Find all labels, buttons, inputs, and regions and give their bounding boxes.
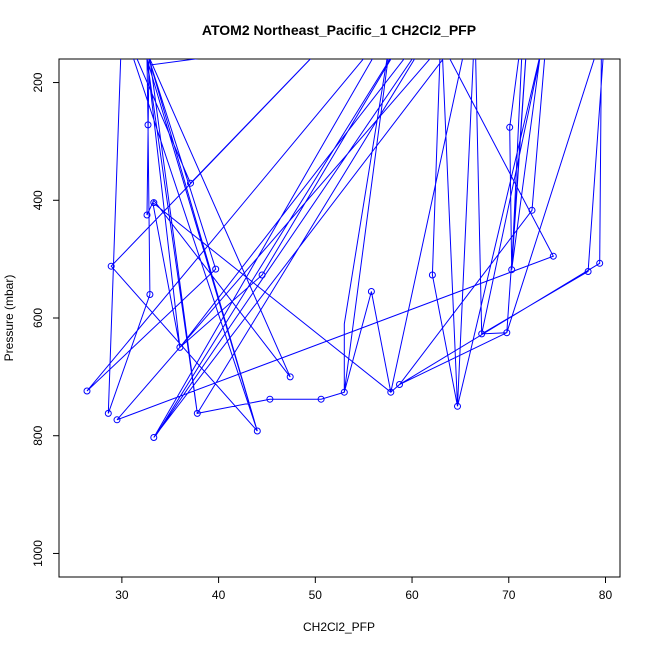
data-point <box>113 416 121 424</box>
data-point <box>428 271 436 279</box>
data-point <box>266 395 274 403</box>
y-tick-label: 200 <box>31 72 45 92</box>
x-tick-label: 80 <box>599 588 613 602</box>
x-tick-label: 30 <box>115 588 129 602</box>
data-point <box>187 179 194 187</box>
y-tick-label: 600 <box>31 308 45 328</box>
data-point <box>150 199 158 207</box>
data-point <box>528 206 536 214</box>
data-point <box>387 388 395 396</box>
data-point <box>508 266 516 274</box>
data-point <box>83 387 91 395</box>
data-point <box>104 409 112 417</box>
data-point <box>193 409 201 417</box>
y-axis-label: Pressure (mbar) <box>2 275 16 362</box>
data-point <box>340 388 348 396</box>
data-point <box>367 288 375 295</box>
data-point <box>150 434 158 441</box>
data-point <box>144 121 152 129</box>
x-tick-label: 60 <box>405 588 419 602</box>
data-point <box>478 330 486 338</box>
data-point <box>176 343 184 351</box>
series-line <box>86 59 604 438</box>
data-point <box>258 271 266 279</box>
x-tick-label: 40 <box>212 588 226 602</box>
data-point <box>396 381 403 388</box>
x-axis-label: CH2Cl2_PFP <box>303 620 375 634</box>
data-point <box>143 211 151 219</box>
plot-frame <box>58 58 621 578</box>
data-point <box>454 402 461 410</box>
data-point <box>317 395 325 403</box>
y-tick-label: 400 <box>31 190 45 210</box>
data-point <box>596 259 604 267</box>
y-axis: 200 400 600 800 1000 <box>31 72 59 567</box>
data-point <box>584 268 592 275</box>
y-tick-label: 1000 <box>31 540 45 567</box>
data-point <box>503 329 511 337</box>
data-point <box>212 265 220 273</box>
data-point <box>506 123 514 131</box>
data-point <box>146 291 154 298</box>
data-point <box>107 262 115 270</box>
x-tick-label: 70 <box>502 588 516 602</box>
x-axis: 30 40 50 60 70 80 <box>115 577 612 602</box>
x-tick-label: 50 <box>309 588 323 602</box>
plot-area <box>83 59 604 441</box>
data-point <box>286 373 294 381</box>
data-point <box>253 427 261 435</box>
y-tick-label: 800 <box>31 425 45 445</box>
chart-title: ATOM2 Northeast_Pacific_1 CH2Cl2_PFP <box>202 22 476 38</box>
data-point <box>549 252 557 260</box>
